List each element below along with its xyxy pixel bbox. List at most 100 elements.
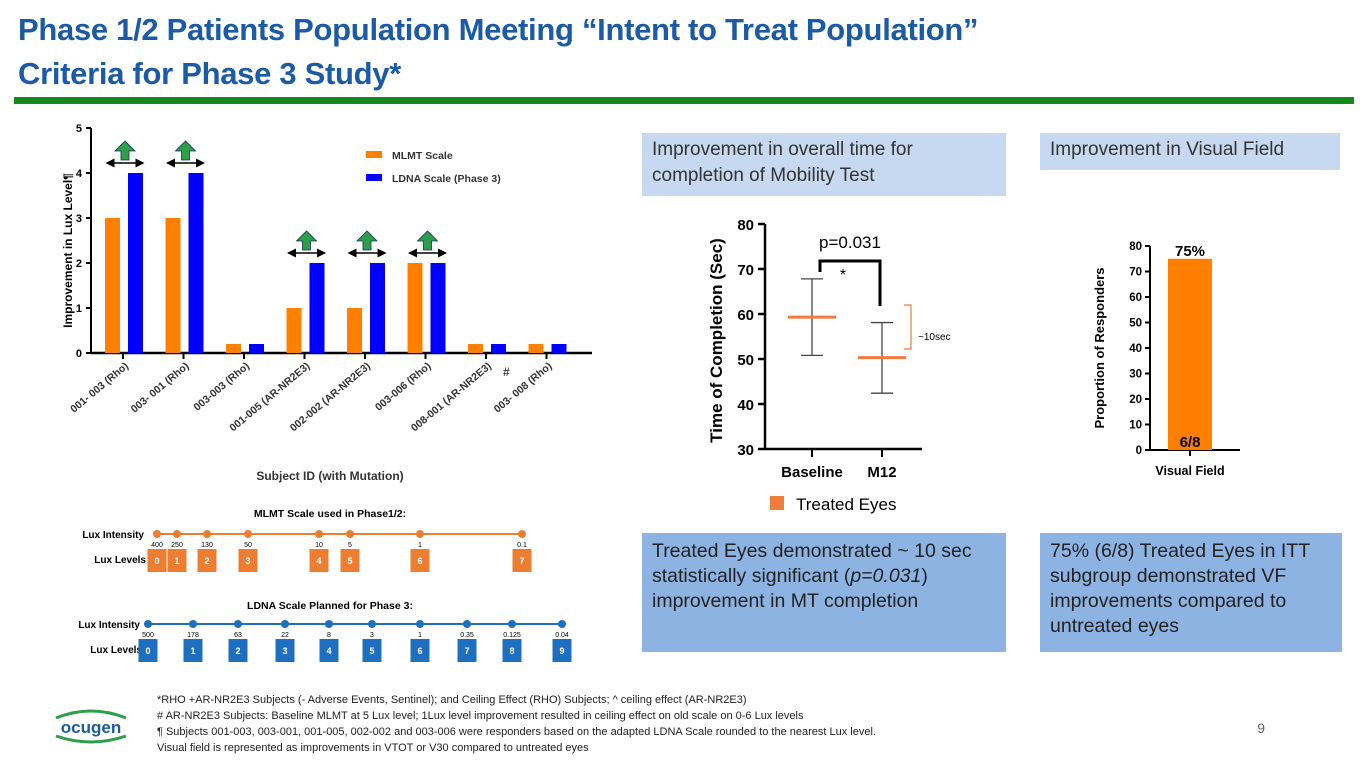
y-tick-label: 1 bbox=[76, 303, 82, 315]
scale-point bbox=[325, 620, 333, 628]
legend-swatch-mlmt bbox=[366, 151, 382, 158]
scale-point bbox=[346, 530, 354, 538]
scale-point bbox=[416, 620, 424, 628]
scale-point bbox=[281, 620, 289, 628]
y-axis-label: Improvement in Lux Level¶ bbox=[61, 173, 75, 328]
x-axis-label: Subject ID (with Mutation) bbox=[256, 469, 403, 483]
lux-intensity-label: Lux Intensity bbox=[82, 530, 144, 541]
bar-ldna bbox=[309, 263, 325, 353]
scale-point bbox=[144, 620, 152, 628]
mobility-summary-box: Treated Eyes demonstrated ~ 10 sec stati… bbox=[642, 533, 1006, 652]
lux-intensity-value: 130 bbox=[201, 542, 213, 549]
ocugen-logo: ocugen bbox=[55, 709, 127, 744]
lux-level-number: 2 bbox=[204, 556, 209, 566]
p-value-label: p=0.031 bbox=[819, 233, 881, 252]
lux-intensity-value: 3 bbox=[370, 632, 374, 639]
vf-heading: Improvement in Visual Field bbox=[1050, 139, 1285, 160]
mobility-heading: Improvement in overall time for completi… bbox=[652, 139, 913, 186]
y-axis-label: Time of Completion (Sec) bbox=[707, 238, 726, 443]
lux-level-box bbox=[502, 639, 522, 662]
lux-intensity-value: 22 bbox=[281, 632, 289, 639]
y-tick-label: 70 bbox=[737, 262, 754, 279]
x-tick-label: 001- 003 (Rho) bbox=[68, 360, 131, 415]
lux-level-number: 0 bbox=[145, 646, 150, 656]
lux-level-box bbox=[309, 549, 329, 572]
scale-point bbox=[558, 620, 566, 628]
slide-title: Phase 1/2 Patients Population Meeting “I… bbox=[18, 8, 979, 96]
annotation-hash: # bbox=[503, 365, 510, 379]
mobility-summary-b: ) improvement in MT completion bbox=[652, 565, 928, 612]
svg-text:ocugen: ocugen bbox=[61, 718, 121, 737]
legend-label-ldna: LDNA Scale (Phase 3) bbox=[392, 173, 501, 185]
page-number: 9 bbox=[1257, 720, 1265, 736]
lux-level-number: 9 bbox=[559, 646, 564, 656]
y-tick-label: 80 bbox=[737, 217, 754, 234]
x-tick-label: 003- 008 (Rho) bbox=[492, 360, 555, 415]
lux-intensity-value: 500 bbox=[142, 632, 154, 639]
title-line-2: Criteria for Phase 3 Study* bbox=[18, 56, 401, 91]
significance-mark: * bbox=[840, 267, 846, 284]
lux-intensity-value: 1 bbox=[418, 542, 422, 549]
lux-intensity-value: 0.125 bbox=[503, 632, 521, 639]
lux-level-box bbox=[512, 549, 532, 572]
difference-bracket bbox=[904, 304, 912, 350]
x-tick-label: Visual Field bbox=[1155, 464, 1224, 478]
lux-intensity-value: 178 bbox=[187, 632, 199, 639]
lux-level-box bbox=[410, 639, 430, 662]
vf-summary: 75% (6/8) Treated Eyes in ITT subgroup d… bbox=[1050, 540, 1310, 637]
legend-swatch-ldna bbox=[366, 174, 382, 181]
bar-mlmt bbox=[226, 344, 241, 353]
lux-level-number: 6 bbox=[417, 556, 422, 566]
y-tick-label: 2 bbox=[76, 258, 82, 270]
lux-level-box bbox=[552, 639, 572, 662]
scale-point bbox=[416, 530, 424, 538]
bar-ldna bbox=[430, 263, 446, 353]
scale-point bbox=[153, 530, 161, 538]
footnote: # AR-NR2E3 Subjects: Baseline MLMT at 5 … bbox=[157, 710, 804, 722]
y-tick-label: 30 bbox=[1129, 369, 1142, 381]
vf-heading-box: Improvement in Visual Field bbox=[1040, 133, 1340, 170]
lux-intensity-value: 8 bbox=[327, 632, 331, 639]
scale-point bbox=[508, 620, 516, 628]
y-tick-label: 40 bbox=[1129, 343, 1142, 355]
completion-time-chart: 30 40 50 60 70 80 Time of Completion (Sec) Base… bbox=[707, 217, 951, 514]
y-axis-label: Proportion of Responders bbox=[1092, 267, 1107, 428]
significance-bracket bbox=[818, 259, 882, 306]
mobility-summary-a: Treated Eyes demonstrated ~ 10 sec stati… bbox=[652, 540, 972, 587]
lux-level-box bbox=[457, 639, 477, 662]
y-tick-label: 5 bbox=[76, 123, 82, 135]
y-tick-label: 60 bbox=[1129, 292, 1142, 304]
scale-point bbox=[463, 620, 471, 628]
lux-scales-diagram: MLMT Scale used in Phase1/2: Lux Intensit… bbox=[78, 508, 572, 662]
bar-top-label: 75% bbox=[1175, 243, 1205, 260]
lux-level-number: 3 bbox=[245, 556, 250, 566]
y-tick-label: 30 bbox=[737, 442, 754, 459]
scale-point bbox=[368, 620, 376, 628]
lux-levels-label: Lux Levels bbox=[94, 555, 146, 566]
lux-level-box bbox=[275, 639, 295, 662]
lux-level-number: 1 bbox=[190, 646, 195, 656]
lux-level-number: 4 bbox=[326, 646, 331, 656]
x-tick-label: 003-006 (Rho) bbox=[373, 360, 433, 413]
lux-level-number: 4 bbox=[316, 556, 321, 566]
footnote: Visual field is represented as improveme… bbox=[157, 742, 589, 754]
title-line-1: Phase 1/2 Patients Population Meeting “I… bbox=[18, 12, 979, 47]
lux-level-box bbox=[138, 639, 158, 662]
bar-ldna bbox=[249, 344, 264, 353]
scale-point bbox=[518, 530, 526, 538]
mobility-summary-p: p=0.031 bbox=[850, 565, 922, 587]
x-tick-label: 003- 001 (Rho) bbox=[129, 360, 192, 415]
scale-point bbox=[173, 530, 181, 538]
y-tick-label: 0 bbox=[76, 348, 82, 360]
y-tick-label: 20 bbox=[1129, 394, 1142, 406]
bar-ldna bbox=[370, 263, 385, 353]
lux-intensity-value: 10 bbox=[315, 542, 323, 549]
bar-mlmt bbox=[528, 344, 544, 353]
scale-point bbox=[189, 620, 197, 628]
bar-mlmt bbox=[105, 218, 120, 353]
y-tick-label: 80 bbox=[1129, 241, 1142, 253]
lux-intensity-label: Lux Intensity bbox=[78, 620, 140, 631]
lux-level-number: 3 bbox=[282, 646, 287, 656]
visual-field-chart: 0 10 20 30 40 50 60 70 80 Proportion of Responder… bbox=[1092, 241, 1240, 478]
lux-intensity-value: 0.35 bbox=[460, 632, 474, 639]
